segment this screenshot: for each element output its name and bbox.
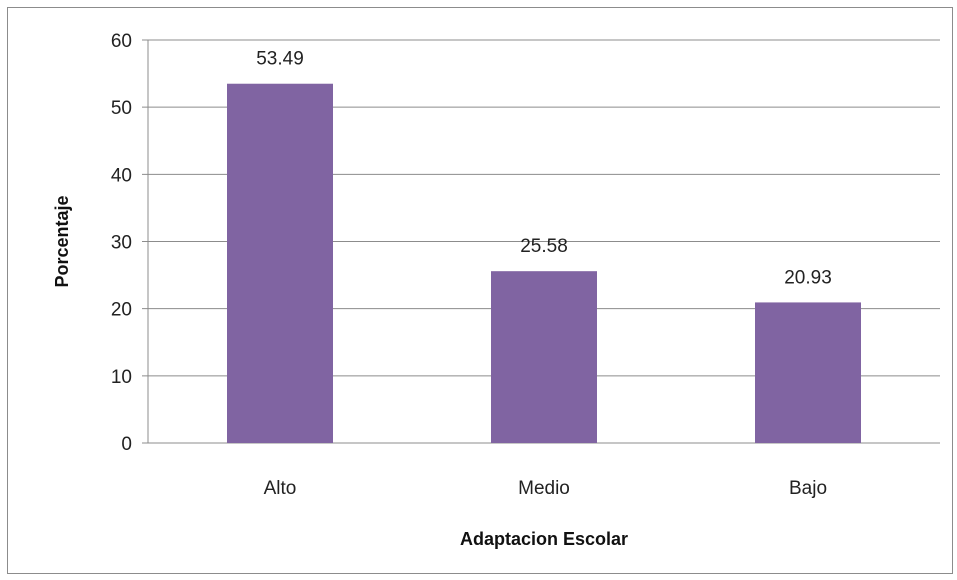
y-tick-label: 10 xyxy=(111,367,132,388)
x-tick-labels: Alto Medio Bajo xyxy=(264,478,827,499)
data-label: 25.58 xyxy=(520,236,568,257)
chart-frame xyxy=(7,7,953,574)
y-tick-label: 20 xyxy=(111,300,132,321)
data-label: 53.49 xyxy=(256,49,304,70)
x-tick-label: Alto xyxy=(264,478,297,499)
y-tick-label: 30 xyxy=(111,233,132,254)
bar-bajo xyxy=(755,302,861,443)
data-label: 20.93 xyxy=(784,267,832,288)
y-tick-labels: 0 10 20 30 40 50 60 xyxy=(111,31,132,455)
y-tick-label: 40 xyxy=(111,165,132,186)
y-axis-title: Porcentaje xyxy=(52,195,72,287)
bar-medio xyxy=(491,271,597,443)
y-tick-label: 0 xyxy=(121,434,132,455)
x-tick-label: Bajo xyxy=(789,478,827,499)
y-tick-label: 60 xyxy=(111,31,132,52)
y-tick-label: 50 xyxy=(111,98,132,119)
bar-alto xyxy=(227,83,333,444)
x-axis-title: Adaptacion Escolar xyxy=(460,529,628,549)
data-labels: 53.49 25.58 20.93 xyxy=(256,49,832,289)
x-tick-label: Medio xyxy=(518,478,570,499)
bars xyxy=(227,83,861,444)
